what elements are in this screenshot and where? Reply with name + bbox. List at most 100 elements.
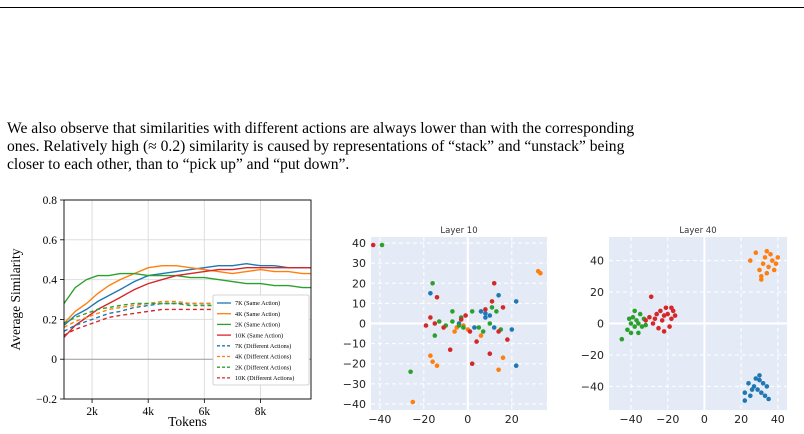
x-tick-label: 40 bbox=[771, 413, 785, 426]
scatter-point bbox=[759, 277, 764, 282]
y-tick-label: −40 bbox=[343, 398, 366, 411]
scatter-point bbox=[463, 313, 468, 318]
y-tick-label: 20 bbox=[590, 286, 604, 299]
legend: 7K (Same Action) 4K (Same Action) 2K (Same… bbox=[212, 294, 310, 386]
scatter-point bbox=[659, 318, 665, 323]
scatter-point bbox=[491, 281, 497, 286]
y-tick-label: −30 bbox=[343, 378, 366, 391]
scatter-point bbox=[489, 299, 495, 304]
x-tick-label: 6k bbox=[199, 406, 211, 418]
scatter-point bbox=[458, 317, 464, 322]
legend-label: 10K (Different Actions) bbox=[235, 375, 294, 382]
scatter-point bbox=[764, 384, 770, 389]
legend-label: 10K (Same Action) bbox=[235, 332, 283, 339]
scatter-point bbox=[500, 355, 506, 361]
scatter-point bbox=[432, 321, 438, 326]
scatter-point bbox=[474, 339, 479, 344]
scatter-point bbox=[513, 299, 519, 304]
x-tick-label: −20 bbox=[656, 413, 679, 426]
scatter-point bbox=[654, 311, 659, 317]
scatter-point bbox=[746, 381, 751, 386]
legend-label: 4K (Different Actions) bbox=[235, 354, 291, 361]
scatter-point bbox=[759, 390, 764, 396]
scatter-point bbox=[748, 258, 753, 263]
scatter-point bbox=[434, 295, 440, 300]
scatter-point bbox=[447, 347, 453, 353]
x-tick-label: −20 bbox=[412, 413, 435, 426]
scatter-point bbox=[630, 314, 636, 320]
y-tick-label: 20 bbox=[352, 277, 366, 290]
scatter-point bbox=[760, 381, 766, 386]
scatter-point bbox=[494, 309, 499, 314]
scatter-point bbox=[410, 399, 416, 405]
y-tick-label: 0.2 bbox=[43, 314, 58, 326]
y-tick-label: 40 bbox=[352, 237, 366, 250]
y-tick-label: −40 bbox=[581, 380, 604, 393]
scatter-point bbox=[487, 351, 493, 357]
scatter-point bbox=[626, 316, 632, 322]
paragraph-line-3: closer to each other, than to “pick up” … bbox=[7, 156, 350, 173]
scatter-point bbox=[749, 387, 755, 392]
scatter-point bbox=[487, 313, 493, 318]
x-tick-label: 20 bbox=[734, 413, 748, 426]
scatter-point bbox=[672, 313, 678, 318]
y-axis-label: Average Similarity bbox=[8, 248, 23, 350]
scatter-point bbox=[628, 321, 634, 326]
scatter-point bbox=[643, 318, 648, 323]
scatter-point bbox=[436, 319, 442, 324]
paragraph-line-1: We also observe that similarities with d… bbox=[7, 120, 635, 137]
scatter-point bbox=[632, 308, 637, 314]
y-tick-label: 0.8 bbox=[43, 195, 58, 207]
scatter-point bbox=[483, 311, 488, 316]
x-tick-label: 8k bbox=[255, 406, 267, 418]
y-tick-label: −20 bbox=[581, 349, 604, 362]
scatter-point bbox=[753, 376, 759, 381]
scatter-point bbox=[478, 333, 484, 338]
scatter-point bbox=[432, 333, 438, 338]
scatter-point bbox=[764, 270, 770, 276]
scatter-point bbox=[513, 363, 519, 369]
scatter-point bbox=[509, 327, 515, 332]
scatter-point bbox=[505, 337, 510, 342]
scatter-point bbox=[428, 315, 433, 320]
y-tick-label: 0 bbox=[359, 318, 366, 331]
scatter-layer-40: −40 −20 0 20 40 40 20 0 −20 −40 Layer 40 bbox=[581, 226, 787, 426]
scatter-point bbox=[667, 324, 672, 329]
scatter-point bbox=[625, 327, 630, 333]
scatter-point bbox=[483, 315, 488, 320]
scatter-point bbox=[408, 369, 413, 375]
body-paragraph: We also observe that similarities with d… bbox=[7, 120, 797, 174]
scatter-point bbox=[636, 330, 641, 336]
scatter-point bbox=[478, 309, 484, 314]
x-tick-label: 20 bbox=[505, 413, 519, 426]
scatter-point bbox=[764, 248, 770, 254]
scatter-point bbox=[632, 324, 637, 329]
scatter-point bbox=[370, 242, 376, 248]
scatter-point bbox=[639, 324, 645, 329]
scatter-point bbox=[773, 261, 779, 267]
scatter-point bbox=[661, 313, 667, 318]
y-tick-label: 0.6 bbox=[43, 235, 58, 247]
legend-label: 4K (Same Action) bbox=[235, 311, 280, 318]
scatter-point bbox=[768, 252, 773, 257]
scatter-point bbox=[467, 329, 473, 334]
scatter-point bbox=[648, 294, 654, 300]
scatter-point bbox=[469, 361, 475, 367]
series-line bbox=[63, 262, 311, 326]
line-chart: 2k 4k 6k 8k −0.2 0 0.2 0.4 0.6 0.8 Tokens Average S… bbox=[8, 195, 312, 429]
series-line bbox=[63, 272, 311, 304]
scatter-point bbox=[762, 393, 768, 399]
scatter-point bbox=[619, 336, 625, 342]
scatter-point bbox=[759, 274, 764, 279]
scatter-point bbox=[491, 325, 497, 330]
scatter-point bbox=[665, 311, 670, 317]
scatter-point bbox=[450, 309, 455, 314]
paragraph-line-2: ones. Relatively high (≈ 0.2) similarity… bbox=[7, 138, 625, 155]
scatter-point bbox=[469, 309, 475, 314]
scatter-point bbox=[771, 267, 777, 273]
x-tick-label: 4k bbox=[142, 406, 154, 418]
scatter-point bbox=[496, 367, 501, 373]
scatter-point bbox=[762, 255, 768, 260]
scatter-point bbox=[500, 305, 506, 310]
scatter-point bbox=[753, 250, 759, 255]
